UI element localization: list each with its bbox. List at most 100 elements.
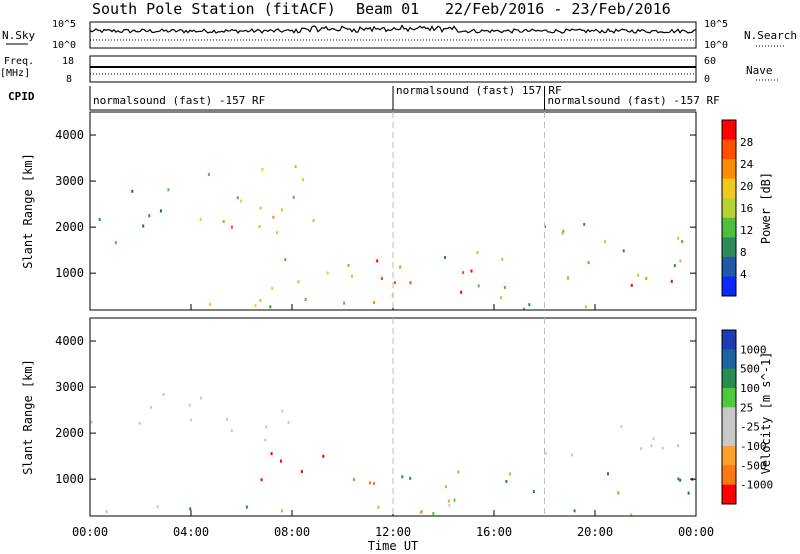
x-tick-label: 08:00 <box>274 525 310 539</box>
velocity-colorbar-swatch <box>722 484 736 505</box>
velocity-ylabel: Slant Range [km] <box>21 359 35 475</box>
velocity-point <box>544 451 547 455</box>
velocity-colorbar-swatch <box>722 465 736 486</box>
velocity-point <box>322 454 325 458</box>
velocity-point <box>287 421 290 424</box>
date-range: 22/Feb/2016 - 23/Feb/2016 <box>445 0 671 18</box>
velocity-point <box>444 485 447 489</box>
power-ylabel: Slant Range [km] <box>21 153 35 269</box>
power-point <box>476 251 479 254</box>
power-point <box>284 258 287 261</box>
velocity-point <box>270 452 273 456</box>
power-point <box>276 231 278 235</box>
x-tick-label: 20:00 <box>577 525 613 539</box>
velocity-point <box>677 477 680 481</box>
power-point <box>259 299 262 302</box>
cpid-segment-1: normalsound (fast) 157 RF <box>396 84 562 97</box>
power-colorbar-label: Power [dB] <box>759 172 773 244</box>
velocity-point <box>505 480 508 483</box>
x-tick-label: 04:00 <box>173 525 209 539</box>
power-colorbar-tick: 8 <box>740 246 747 259</box>
power-colorbar-tick: 20 <box>740 180 753 193</box>
power-point <box>280 208 283 212</box>
freq-strip-frame <box>89 55 697 83</box>
power-point <box>399 265 402 269</box>
velocity-point <box>105 510 108 514</box>
power-point <box>347 264 350 267</box>
power-point <box>679 259 682 263</box>
nsky-label: N.Sky <box>2 29 35 42</box>
velocity-point <box>457 470 460 474</box>
velocity-point <box>401 475 404 479</box>
power-point <box>561 231 564 235</box>
velocity-point <box>640 447 643 451</box>
velocity-point <box>230 429 233 433</box>
power-point <box>604 240 607 244</box>
velocity-colorbar-swatch <box>722 349 736 370</box>
power-point <box>230 225 233 229</box>
power-point <box>269 305 272 309</box>
velocity-point <box>571 453 574 457</box>
power-ytick-label: 1000 <box>55 266 84 280</box>
power-point <box>567 276 569 280</box>
power-point <box>261 168 264 171</box>
power-point <box>98 218 101 222</box>
nsky-strip-frame <box>89 21 697 49</box>
velocity-point <box>532 490 535 493</box>
velocity-panel: 1000 2000 3000 4000 Slant Range [km] <box>21 317 697 517</box>
velocity-point <box>630 513 633 517</box>
velocity-colorbar-swatch <box>722 407 736 428</box>
power-scatter <box>98 165 684 311</box>
velocity-colorbar-tick: 500 <box>740 363 760 376</box>
freq-tick-top: 18 <box>62 56 74 67</box>
power-point <box>236 196 239 200</box>
velocity-point <box>679 478 682 482</box>
power-colorbar: 28 24 20 16 12 8 4 <box>721 119 754 297</box>
velocity-point <box>677 444 679 448</box>
velocity-point <box>138 421 141 425</box>
velocity-point <box>607 472 609 476</box>
power-colorbar-swatch <box>722 198 736 219</box>
power-ytick-label: 2000 <box>55 220 84 234</box>
velocity-colorbar: 1000 500 100 25 -25 -100 -500 -1000 <box>721 329 773 505</box>
velocity-colorbar-tick: -25 <box>740 421 760 434</box>
x-tick-labels: 00:00 04:00 08:00 12:00 16:00 20:00 00:00 <box>72 525 714 539</box>
power-point <box>142 224 145 228</box>
power-point <box>373 301 375 305</box>
power-point <box>477 284 480 288</box>
velocity-point <box>661 446 664 450</box>
power-point <box>271 286 274 290</box>
velocity-point <box>90 420 93 424</box>
power-frame <box>89 111 697 311</box>
power-point <box>114 241 117 245</box>
power-colorbar-tick: 4 <box>740 268 747 281</box>
velocity-colorbar-tick: 25 <box>740 401 753 414</box>
freq-tick-bottom: 8 <box>66 74 72 85</box>
velocity-point <box>420 510 423 513</box>
power-point <box>501 257 504 261</box>
power-point <box>302 178 304 182</box>
power-point <box>500 296 502 300</box>
power-point <box>622 249 625 253</box>
power-point <box>148 214 151 218</box>
power-point <box>462 271 465 275</box>
power-colorbar-frame <box>721 119 737 297</box>
power-point <box>677 236 680 240</box>
velocity-colorbar-tick: 1000 <box>740 343 767 356</box>
velocity-colorbar-swatch <box>722 426 736 447</box>
power-point <box>304 297 307 301</box>
velocity-point <box>509 472 511 476</box>
nave-tick-bottom: 0 <box>704 74 710 85</box>
velocity-point <box>373 482 375 485</box>
power-point <box>326 271 329 275</box>
nsky-tick-top: 10^5 <box>52 19 76 30</box>
power-colorbar-swatch <box>722 237 736 258</box>
velocity-point <box>200 396 202 400</box>
velocity-point <box>448 504 451 508</box>
freq-label: Freq. <box>4 56 34 67</box>
velocity-colorbar-tick: -100 <box>740 440 767 453</box>
velocity-colorbar-swatch <box>722 330 736 350</box>
power-point <box>343 301 346 305</box>
velocity-colorbar-swatch <box>722 388 736 408</box>
